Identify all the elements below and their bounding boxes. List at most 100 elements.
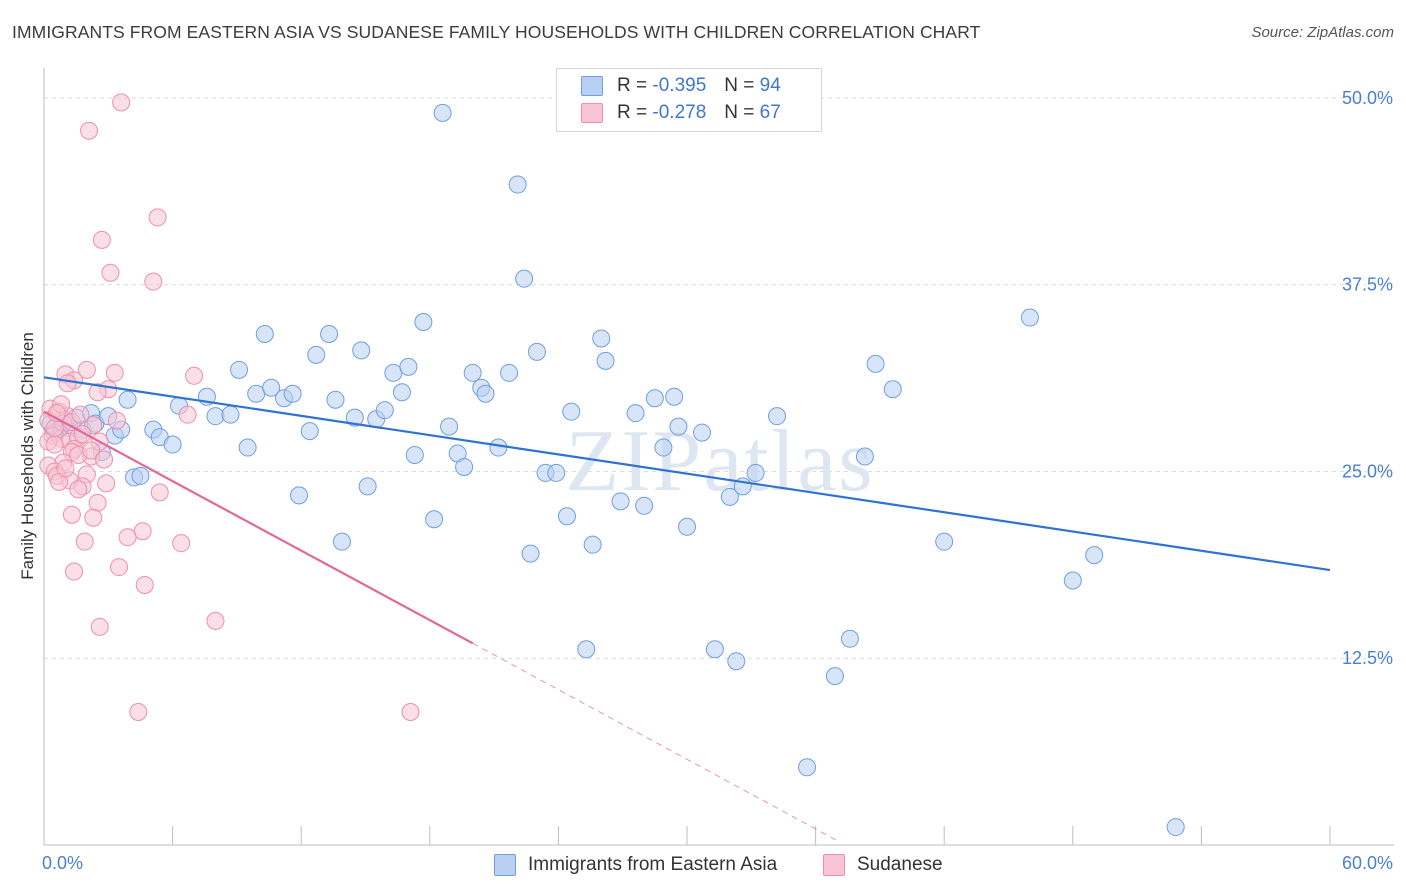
data-point-sudanese xyxy=(112,93,131,112)
n-label: N = xyxy=(724,75,755,96)
data-point-eastern-asia xyxy=(654,438,673,457)
data-point-eastern-asia xyxy=(238,438,257,457)
trend-line-eastern-asia xyxy=(43,376,1331,572)
y-tick-label: 25.0% xyxy=(1342,461,1393,481)
data-point-sudanese xyxy=(172,534,191,553)
data-point-sudanese xyxy=(107,411,126,430)
n-value-eastern-asia: 94 xyxy=(759,75,781,96)
data-point-eastern-asia xyxy=(583,535,602,554)
data-point-eastern-asia xyxy=(840,629,859,648)
correlation-legend: R = -0.395 N = 94 R = -0.278 N = 67 xyxy=(556,68,822,132)
data-point-eastern-asia xyxy=(118,390,137,409)
data-point-eastern-asia xyxy=(247,384,266,403)
data-point-eastern-asia xyxy=(883,380,902,399)
data-point-eastern-asia xyxy=(720,487,739,506)
bottom-legend-sudanese: Sudanese xyxy=(823,851,943,879)
trend-line-sudanese-extension xyxy=(472,642,838,841)
bottom-legend-label-sudanese: Sudanese xyxy=(857,854,943,875)
data-point-eastern-asia xyxy=(665,387,684,406)
data-point-eastern-asia xyxy=(1020,308,1039,327)
data-point-sudanese xyxy=(185,366,204,385)
data-point-eastern-asia xyxy=(206,407,225,426)
data-point-sudanese xyxy=(97,474,116,493)
data-point-eastern-asia xyxy=(230,360,249,379)
data-point-sudanese xyxy=(401,703,420,722)
data-point-eastern-asia xyxy=(163,435,182,454)
data-point-eastern-asia xyxy=(746,463,765,482)
n-label: N = xyxy=(724,102,755,123)
data-point-sudanese xyxy=(129,703,148,722)
data-point-eastern-asia xyxy=(1063,571,1082,590)
data-point-eastern-asia xyxy=(557,507,576,526)
data-point-eastern-asia xyxy=(798,758,817,777)
data-point-sudanese xyxy=(75,532,94,551)
data-point-sudanese xyxy=(101,263,120,282)
data-point-eastern-asia xyxy=(345,408,364,427)
data-point-eastern-asia xyxy=(508,175,527,194)
data-point-eastern-asia xyxy=(326,390,345,409)
data-point-eastern-asia xyxy=(547,463,566,482)
data-point-eastern-asia xyxy=(635,496,654,515)
data-point-eastern-asia xyxy=(476,384,495,403)
r-label: R = xyxy=(617,102,648,123)
data-point-eastern-asia xyxy=(1166,818,1185,837)
trend-line-sudanese xyxy=(43,410,474,645)
data-point-eastern-asia xyxy=(705,640,724,659)
legend-row-eastern-asia: R = -0.395 N = 94 xyxy=(581,74,781,98)
x-tick-labels: 0.0% 60.0% xyxy=(42,853,1393,873)
data-point-sudanese xyxy=(71,405,90,424)
data-point-eastern-asia xyxy=(592,329,611,348)
data-point-sudanese xyxy=(65,562,84,581)
data-point-eastern-asia xyxy=(521,544,540,563)
data-point-eastern-asia xyxy=(577,640,596,659)
n-value-sudanese: 67 xyxy=(759,102,781,123)
source-label: Source: ZipAtlas.com xyxy=(1251,24,1394,41)
data-point-eastern-asia xyxy=(307,345,326,364)
data-point-eastern-asia xyxy=(399,357,418,376)
bottom-legend-eastern-asia: Immigrants from Eastern Asia xyxy=(494,851,777,879)
data-point-eastern-asia xyxy=(405,446,424,465)
data-point-sudanese xyxy=(150,483,169,502)
y-tick-labels: 12.5% 25.0% 37.5% 50.0% xyxy=(1342,88,1393,668)
r-value-eastern-asia: -0.395 xyxy=(652,75,707,96)
data-point-sudanese xyxy=(45,419,64,438)
data-point-eastern-asia xyxy=(596,351,615,370)
data-point-sudanese xyxy=(56,459,75,478)
legend-swatch-pink xyxy=(581,103,603,123)
y-tick-label: 12.5% xyxy=(1342,648,1393,668)
trend-lines xyxy=(43,376,1331,841)
data-point-eastern-asia xyxy=(332,532,351,551)
data-point-eastern-asia xyxy=(693,423,712,442)
data-point-sudanese xyxy=(110,558,129,577)
data-point-sudanese xyxy=(90,617,109,636)
data-point-eastern-asia xyxy=(489,438,508,457)
data-point-sudanese xyxy=(62,505,81,524)
data-point-eastern-asia xyxy=(678,517,696,536)
data-point-eastern-asia xyxy=(866,354,885,373)
data-point-eastern-asia xyxy=(1085,546,1104,565)
data-point-sudanese xyxy=(92,230,111,249)
data-point-eastern-asia xyxy=(352,341,371,360)
r-label: R = xyxy=(617,75,648,96)
data-point-eastern-asia xyxy=(433,103,452,122)
data-point-eastern-asia xyxy=(300,422,319,441)
legend-swatch-blue xyxy=(581,76,603,96)
data-point-sudanese xyxy=(88,493,107,512)
data-point-eastern-asia xyxy=(515,269,534,288)
x-tick-label-max: 60.0% xyxy=(1342,853,1393,873)
data-point-sudanese xyxy=(206,611,225,630)
data-point-eastern-asia xyxy=(440,417,459,436)
data-point-sudanese xyxy=(69,480,88,499)
data-point-sudanese xyxy=(58,374,77,393)
y-tick-label: 50.0% xyxy=(1342,88,1393,108)
data-point-eastern-asia xyxy=(463,363,482,382)
data-point-sudanese xyxy=(77,360,96,379)
data-point-eastern-asia xyxy=(131,466,150,485)
bottom-legend-swatch-blue xyxy=(494,854,516,876)
data-point-eastern-asia xyxy=(562,402,581,421)
series-sudanese xyxy=(39,93,420,722)
data-point-eastern-asia xyxy=(935,532,954,551)
data-point-eastern-asia xyxy=(283,384,302,403)
data-point-eastern-asia xyxy=(262,378,281,397)
